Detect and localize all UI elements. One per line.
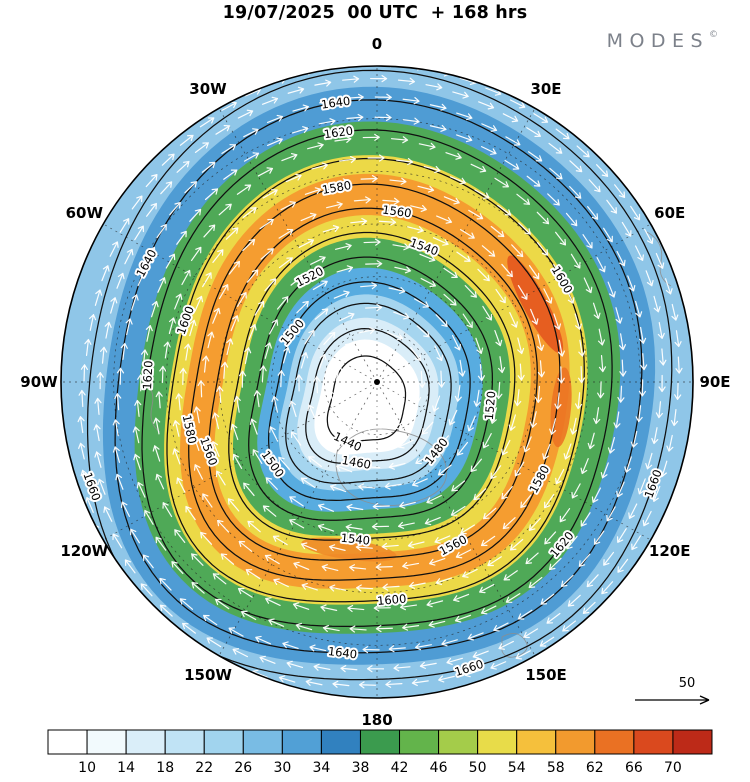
svg-text:30: 30 xyxy=(273,760,291,776)
svg-text:1640: 1640 xyxy=(327,644,358,661)
chart-title: 19/07/2025 00 UTC + 168 hrs xyxy=(222,3,528,23)
wind-reference-arrow-icon xyxy=(635,695,710,705)
colorbar: 10 14 18 22 26 30 34 38 42 46 50 54 58 62 66 70 xyxy=(47,729,713,776)
svg-text:22: 22 xyxy=(195,760,213,776)
svg-text:70: 70 xyxy=(664,760,682,776)
svg-text:62: 62 xyxy=(586,760,604,776)
svg-text:50: 50 xyxy=(469,760,487,776)
svg-text:1560: 1560 xyxy=(381,202,412,220)
longitude-label-0: 0 xyxy=(371,35,383,53)
svg-text:54: 54 xyxy=(508,760,526,776)
svg-text:66: 66 xyxy=(625,760,643,776)
brand-mark: © xyxy=(709,30,718,40)
svg-text:1620: 1620 xyxy=(323,123,354,141)
map-rim xyxy=(60,65,694,699)
svg-text:10: 10 xyxy=(78,760,96,776)
wind-reference: 50 xyxy=(628,676,720,711)
svg-text:1540: 1540 xyxy=(340,531,371,548)
svg-text:1520: 1520 xyxy=(482,390,498,420)
svg-text:1640: 1640 xyxy=(320,94,351,112)
svg-text:26: 26 xyxy=(234,760,252,776)
polar-map: 1440 1460 1480 1500 1500 1520 1520 1540 1540 1560… xyxy=(47,52,707,712)
svg-text:46: 46 xyxy=(430,760,448,776)
contour-lines xyxy=(86,69,673,681)
svg-text:58: 58 xyxy=(547,760,565,776)
svg-text:18: 18 xyxy=(156,760,174,776)
colorbar-cells xyxy=(47,729,713,755)
svg-text:14: 14 xyxy=(117,760,135,776)
svg-text:34: 34 xyxy=(312,760,330,776)
brand-logo: MODES© xyxy=(607,30,718,52)
svg-text:1620: 1620 xyxy=(140,360,156,390)
svg-text:38: 38 xyxy=(352,760,370,776)
colorbar-tick-labels: 10 14 18 22 26 30 34 38 42 46 50 54 58 62 66 70 xyxy=(78,760,682,776)
pole-marker xyxy=(374,379,380,385)
brand-text: MODES xyxy=(606,30,709,52)
wind-reference-value: 50 xyxy=(678,676,696,691)
svg-text:42: 42 xyxy=(391,760,409,776)
svg-text:1600: 1600 xyxy=(377,592,407,608)
